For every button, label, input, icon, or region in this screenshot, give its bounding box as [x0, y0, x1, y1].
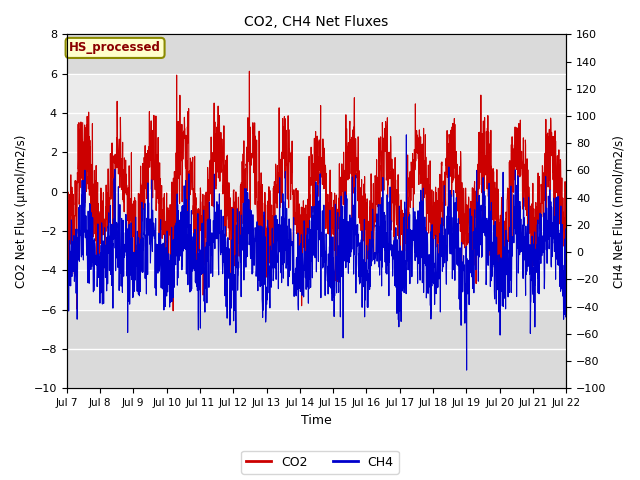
Text: HS_processed: HS_processed	[69, 41, 161, 54]
Title: CO2, CH4 Net Fluxes: CO2, CH4 Net Fluxes	[244, 15, 388, 29]
Bar	[67, 73, 566, 310]
Bar	[67, 310, 566, 388]
Y-axis label: CH4 Net Flux (nmol/m2/s): CH4 Net Flux (nmol/m2/s)	[612, 135, 625, 288]
X-axis label: Time: Time	[301, 414, 332, 427]
Y-axis label: CO2 Net Flux (μmol/m2/s): CO2 Net Flux (μmol/m2/s)	[15, 135, 28, 288]
Bar	[67, 35, 566, 73]
Legend: CO2, CH4: CO2, CH4	[241, 451, 399, 474]
